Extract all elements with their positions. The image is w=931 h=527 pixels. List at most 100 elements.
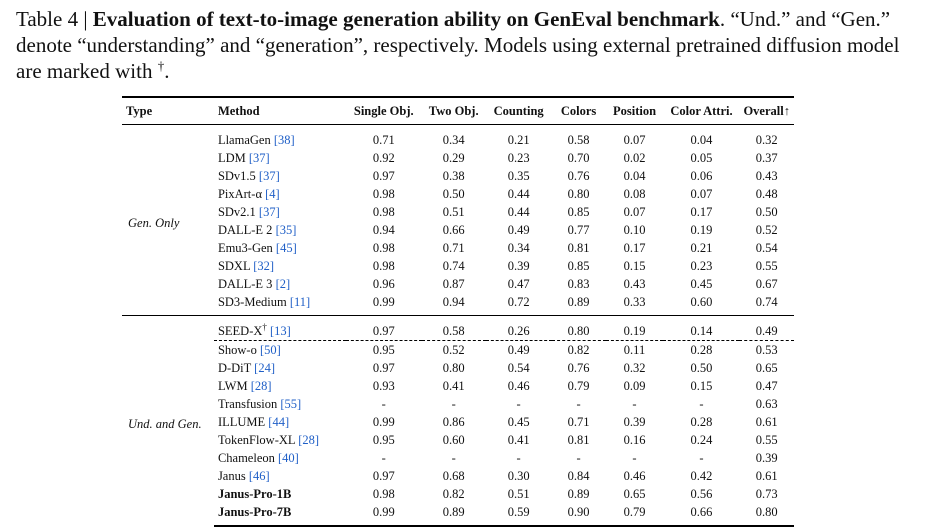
header-type: Type bbox=[126, 104, 153, 118]
dagger-mark: † bbox=[262, 321, 267, 332]
citation-link[interactable]: [40] bbox=[278, 451, 299, 465]
position-cell: 0.19 bbox=[605, 315, 664, 341]
citation-link[interactable]: [44] bbox=[268, 415, 290, 429]
overall-cell: 0.67 bbox=[755, 277, 778, 291]
method-cell: SD3-Medium [11] bbox=[214, 293, 346, 316]
overall-cell: 0.55 bbox=[755, 433, 778, 447]
counting-cell: 0.35 bbox=[507, 169, 530, 183]
citation-link[interactable]: [37] bbox=[248, 151, 270, 165]
position-cell: 0.02 bbox=[623, 151, 646, 165]
method-name: Show-o bbox=[217, 343, 257, 357]
position-cell: 0.43 bbox=[623, 277, 646, 291]
header-color-attri: Color Attri. bbox=[670, 104, 733, 118]
citation-link[interactable]: [55] bbox=[280, 397, 302, 411]
colors-cell: 0.77 bbox=[567, 223, 590, 237]
overall-cell: 0.48 bbox=[755, 187, 778, 201]
colors-cell: - bbox=[576, 397, 581, 411]
caption-dagger: † bbox=[157, 58, 165, 73]
overall-cell: 0.61 bbox=[755, 469, 778, 483]
header-row: Type Method Single Obj. Two Obj. Countin… bbox=[122, 97, 794, 125]
header-overall: Overall↑ bbox=[743, 104, 790, 118]
counting-cell: 0.49 bbox=[485, 340, 552, 359]
counting-cell: 0.23 bbox=[507, 151, 530, 165]
overall-cell: 0.47 bbox=[755, 379, 778, 393]
method-name: SDv2.1 bbox=[217, 205, 256, 219]
single-obj-cell: - bbox=[381, 451, 386, 465]
two-obj-cell: - bbox=[451, 451, 456, 465]
single-obj-cell: 0.97 bbox=[372, 361, 395, 375]
header-single-obj: Single Obj. bbox=[353, 104, 414, 118]
color-attri-cell: 0.23 bbox=[690, 259, 713, 273]
single-obj-cell: 0.99 bbox=[345, 503, 422, 527]
citation-link[interactable]: [50] bbox=[259, 343, 281, 357]
overall-cell: 0.32 bbox=[755, 133, 778, 147]
counting-cell: 0.21 bbox=[507, 133, 530, 147]
method-name: LWM bbox=[217, 379, 248, 393]
citation-link[interactable]: [35] bbox=[275, 223, 297, 237]
color-attri-cell: 0.28 bbox=[690, 415, 713, 429]
colors-cell: 0.83 bbox=[567, 277, 590, 291]
position-cell: 0.79 bbox=[605, 503, 664, 527]
counting-cell: 0.44 bbox=[507, 187, 530, 201]
colors-cell: 0.84 bbox=[567, 469, 590, 483]
colors-cell: 0.85 bbox=[567, 259, 590, 273]
two-obj-cell: 0.52 bbox=[421, 340, 486, 359]
overall-cell: 0.55 bbox=[755, 259, 778, 273]
overall-cell: 0.49 bbox=[739, 315, 794, 341]
single-obj-cell: 0.96 bbox=[372, 277, 395, 291]
colors-cell: 0.70 bbox=[567, 151, 590, 165]
citation-link[interactable]: [2] bbox=[275, 277, 291, 291]
caption-label: Table 4 | bbox=[16, 7, 93, 31]
citation-link[interactable]: [4] bbox=[265, 187, 280, 201]
colors-cell: 0.81 bbox=[567, 433, 590, 447]
colors-cell: 0.80 bbox=[551, 315, 606, 341]
table-row: Janus-Pro-1B 0.98 0.82 0.51 0.89 0.65 0.56 0.73 bbox=[122, 485, 794, 503]
color-attri-cell: 0.56 bbox=[690, 487, 713, 501]
position-cell: 0.32 bbox=[623, 361, 646, 375]
citation-link[interactable]: [28] bbox=[250, 379, 272, 393]
method-name: LlamaGen bbox=[217, 133, 271, 147]
colors-cell: 0.76 bbox=[567, 361, 590, 375]
method-name: Janus-Pro-1B bbox=[217, 487, 292, 501]
overall-cell: 0.63 bbox=[755, 397, 778, 411]
color-attri-cell: - bbox=[699, 451, 704, 465]
counting-cell: 0.59 bbox=[485, 503, 552, 527]
citation-link[interactable]: [13] bbox=[270, 324, 291, 338]
position-cell: - bbox=[632, 397, 637, 411]
citation-link[interactable]: [32] bbox=[253, 259, 275, 273]
citation-link[interactable]: [11] bbox=[289, 295, 311, 309]
single-obj-cell: 0.98 bbox=[372, 487, 395, 501]
single-obj-cell: 0.95 bbox=[345, 340, 422, 359]
citation-link[interactable]: [45] bbox=[275, 241, 297, 255]
citation-link[interactable]: [37] bbox=[258, 169, 280, 183]
color-attri-cell: 0.24 bbox=[690, 433, 713, 447]
color-attri-cell: 0.17 bbox=[690, 205, 713, 219]
citation-link[interactable]: [24] bbox=[254, 361, 275, 375]
table-row: SDv2.1 [37] 0.98 0.51 0.44 0.85 0.07 0.17 0.50 bbox=[122, 203, 794, 221]
single-obj-cell: 0.98 bbox=[372, 205, 395, 219]
two-obj-cell: 0.89 bbox=[421, 503, 486, 527]
method-cell: Janus [46] bbox=[214, 467, 346, 485]
citation-link[interactable]: [46] bbox=[248, 469, 270, 483]
citation-link[interactable]: [38] bbox=[273, 133, 295, 147]
method-cell: LlamaGen [38] bbox=[214, 125, 346, 150]
counting-cell: 0.26 bbox=[485, 315, 552, 341]
counting-cell: 0.46 bbox=[507, 379, 530, 393]
position-cell: 0.11 bbox=[605, 340, 664, 359]
counting-cell: - bbox=[516, 451, 521, 465]
method-cell: SEED-X† [13] bbox=[213, 315, 346, 341]
colors-cell: 0.85 bbox=[567, 205, 590, 219]
method-name: SEED-X bbox=[217, 324, 263, 338]
two-obj-cell: 0.66 bbox=[442, 223, 465, 237]
citation-link[interactable]: [28] bbox=[298, 433, 320, 447]
citation-link[interactable]: [37] bbox=[258, 205, 280, 219]
single-obj-cell: 0.98 bbox=[372, 187, 395, 201]
counting-cell: - bbox=[516, 397, 521, 411]
two-obj-cell: 0.82 bbox=[442, 487, 465, 501]
color-attri-cell: - bbox=[699, 397, 704, 411]
overall-cell: 0.53 bbox=[739, 340, 794, 359]
table-row: Und. and Gen. SEED-X† [13] 0.97 0.58 0.26 0.8… bbox=[122, 315, 794, 526]
method-name: PixArt-α bbox=[217, 187, 262, 201]
table-row: D-DiT [24] 0.97 0.80 0.54 0.76 0.32 0.50 0.65 bbox=[122, 359, 794, 377]
position-cell: 0.10 bbox=[623, 223, 646, 237]
